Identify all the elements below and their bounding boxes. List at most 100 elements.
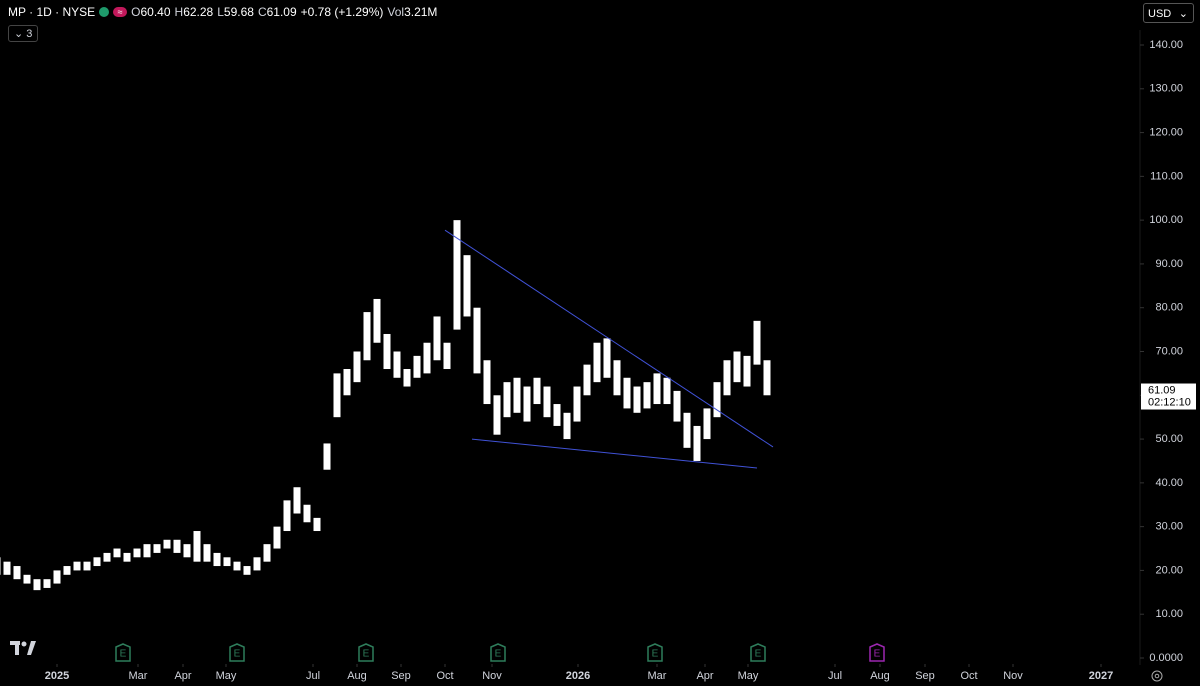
- y-tick-label: 90.00: [1155, 258, 1183, 270]
- earnings-marker[interactable]: E: [229, 643, 245, 662]
- price-bar: [553, 404, 561, 426]
- earnings-marker[interactable]: E: [647, 643, 663, 662]
- price-bar: [83, 561, 91, 571]
- x-tick-label: Apr: [174, 670, 191, 682]
- price-bar: [333, 373, 341, 418]
- price-bar: [513, 377, 521, 413]
- price-bar: [183, 544, 191, 558]
- x-tick-label: 2025: [45, 670, 69, 682]
- y-tick-label: 50.00: [1155, 433, 1183, 445]
- price-bar: [423, 342, 431, 374]
- price-bar: [673, 390, 681, 422]
- x-tick-label: Nov: [482, 670, 502, 682]
- price-bar: [603, 338, 611, 378]
- price-bar: [233, 561, 241, 571]
- price-bar: [143, 544, 151, 558]
- price-bar: [113, 548, 121, 558]
- x-tick-label: Sep: [391, 670, 411, 682]
- earnings-marker[interactable]: E: [358, 643, 374, 662]
- y-tick-label: 0.0000: [1149, 652, 1183, 664]
- earnings-label: E: [874, 649, 881, 660]
- price-bar: [713, 382, 721, 418]
- ohlc-h: H62.28: [175, 5, 214, 19]
- price-bar: [223, 557, 231, 567]
- price-bar: [433, 316, 441, 361]
- y-tick-label: 30.00: [1155, 521, 1183, 533]
- x-tick-label: Nov: [1003, 670, 1023, 682]
- volume: 3.21M: [404, 5, 438, 19]
- y-tick-label: 100.00: [1149, 214, 1183, 226]
- ohlc-c: C61.09: [258, 5, 297, 19]
- earnings-shape: [115, 643, 131, 662]
- price-bar: [613, 360, 621, 396]
- volume-key: Vol: [387, 5, 405, 19]
- price-bar: [273, 526, 281, 549]
- x-tick-label: Aug: [347, 670, 367, 682]
- price-bar: [493, 395, 501, 435]
- price-bar: [373, 298, 381, 343]
- price-bar: [353, 351, 361, 383]
- price-bar: [743, 355, 751, 387]
- earnings-marker[interactable]: E: [490, 643, 506, 662]
- price-bar: [763, 360, 771, 396]
- earnings-marker[interactable]: E: [869, 643, 885, 662]
- x-tick-label: Aug: [870, 670, 890, 682]
- price-bar: [293, 487, 301, 514]
- earnings-label: E: [234, 649, 241, 660]
- price-bar: [483, 360, 491, 405]
- price-bar: [623, 377, 631, 409]
- currency: USD: [1148, 8, 1172, 20]
- y-tick-label: 80.00: [1155, 302, 1183, 314]
- price-bar: [643, 382, 651, 409]
- status-dot: [99, 7, 110, 17]
- price-bar: [633, 386, 641, 413]
- ohlc-key: C: [257, 5, 267, 19]
- earnings-label: E: [652, 649, 659, 660]
- earnings-marker[interactable]: E: [750, 643, 766, 662]
- price-bar: [3, 561, 11, 575]
- earnings-shape: [229, 643, 245, 662]
- currency-select[interactable]: USD ⌄: [1143, 3, 1194, 23]
- symbol[interactable]: MP · 1D · NYSE: [8, 5, 96, 19]
- price-bar: [653, 373, 661, 405]
- y-tick-label: 140.00: [1149, 39, 1183, 51]
- price-bar: [583, 364, 591, 396]
- price-bar: [23, 574, 31, 584]
- indicators-toggle[interactable]: ⌄ 3: [8, 25, 39, 42]
- price-bar: [243, 566, 251, 575]
- price-bar: [523, 386, 531, 422]
- ohlc-value: 61.09: [266, 5, 297, 19]
- trend-line: [471, 438, 758, 469]
- y-tick-label: 20.00: [1155, 564, 1183, 576]
- x-tick-label: 2027: [1089, 670, 1113, 682]
- legend-header: MP · 1D · NYSE ≈ O60.40 H62.28 L59.68 C6…: [8, 5, 437, 19]
- price-bar: [133, 548, 141, 558]
- x-tick-label: Jul: [306, 670, 320, 682]
- x-tick-label: Jul: [828, 670, 842, 682]
- price-bar: [253, 557, 261, 571]
- earnings-shape: [490, 643, 506, 662]
- settings-icon[interactable]: [1151, 670, 1163, 682]
- price-bar: [203, 544, 211, 562]
- price-bar: [303, 504, 311, 523]
- price-bar: [63, 566, 71, 575]
- price-bar: [443, 342, 451, 370]
- y-tick-label: 10.00: [1155, 608, 1183, 620]
- ohlc-value: 59.68: [223, 5, 254, 19]
- x-tick-label: Sep: [915, 670, 935, 682]
- price-bar: [463, 255, 471, 317]
- x-tick-label: Oct: [436, 670, 453, 682]
- price-bar: [683, 412, 691, 448]
- x-tick-label: May: [216, 670, 237, 682]
- price-bar: [263, 544, 271, 562]
- y-tick-label: 110.00: [1150, 170, 1183, 182]
- price-bar: [533, 377, 541, 405]
- change: +0.78 (+1.29%): [300, 5, 384, 19]
- earnings-shape: [358, 643, 374, 662]
- earnings-marker[interactable]: E: [115, 643, 131, 662]
- x-tick-label: Apr: [696, 670, 713, 682]
- price-bar: [163, 539, 171, 549]
- y-tick-label: 40.00: [1155, 477, 1183, 489]
